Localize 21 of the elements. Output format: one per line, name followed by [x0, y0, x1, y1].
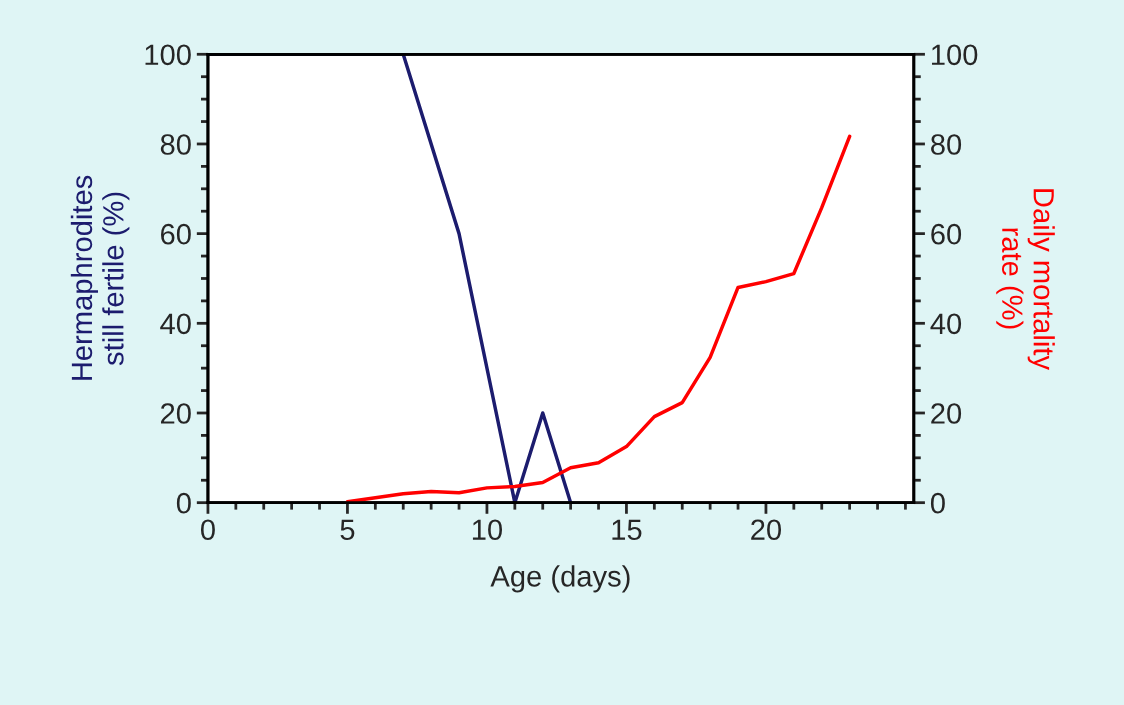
y-tick-label: 20 — [161, 403, 191, 424]
line-series — [345, 134, 852, 503]
y-tick-label: 60 — [161, 223, 191, 245]
x-axis-title: Age (days) — [490, 565, 630, 593]
y-tick-label: 40 — [160, 313, 191, 335]
y2-tick-label: 80 — [931, 134, 962, 155]
x-tick-label: 5 — [340, 519, 355, 541]
y2-tick-label: 40 — [930, 313, 962, 335]
y-tick-label: 0 — [176, 492, 191, 514]
y-tick-label: 80 — [160, 134, 191, 155]
y2-tick-label: 60 — [931, 223, 962, 245]
x-tick-label: 10 — [472, 519, 503, 541]
y2-tick-label: 0 — [930, 492, 945, 514]
x-tick-label: 15 — [612, 519, 642, 541]
y-tick-label: 100 — [145, 44, 191, 66]
y2-tick-label: 100 — [932, 44, 978, 66]
y2-axis-title: Daily mortality rate (%) — [996, 189, 1055, 370]
y2-tick-label: 20 — [931, 403, 962, 424]
x-tick-label: 20 — [751, 519, 782, 541]
y-axis-title: Hermaphrodites still fertile (%) — [70, 175, 130, 380]
x-tick-label: 0 — [200, 519, 215, 541]
